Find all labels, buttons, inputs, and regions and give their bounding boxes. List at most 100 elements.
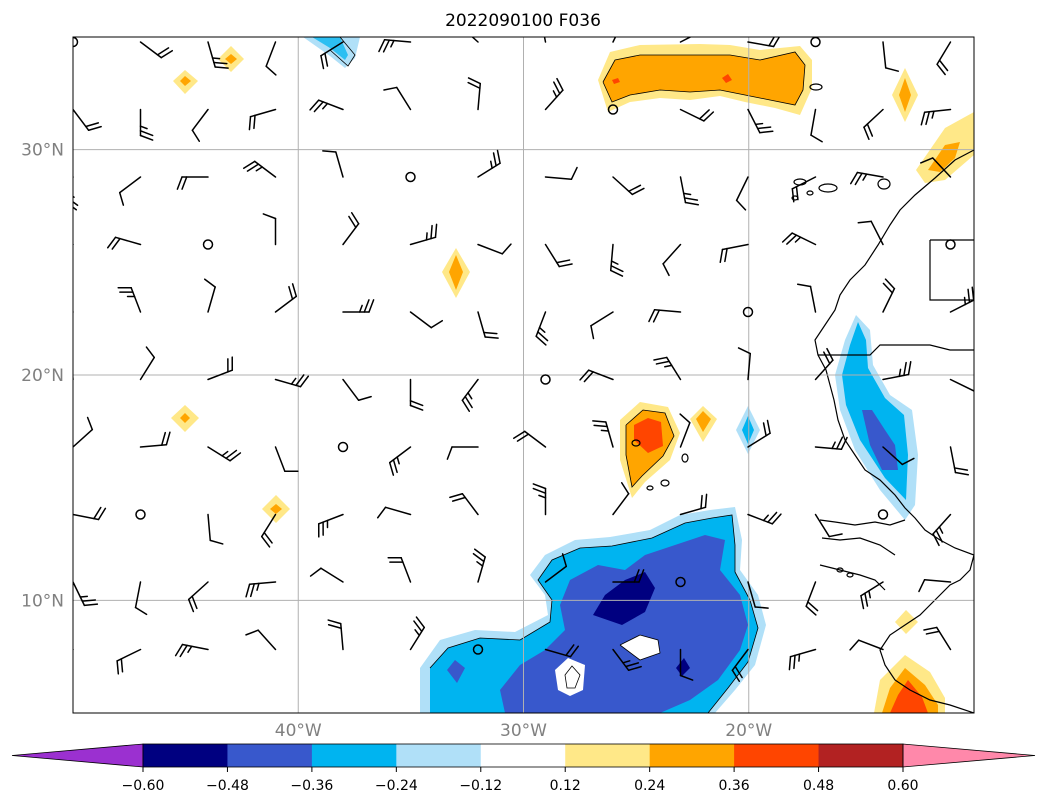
wind-barb: [747, 419, 771, 448]
wind-barb: [405, 171, 416, 183]
wind-barb: [735, 176, 749, 211]
wind-barb: [477, 311, 499, 339]
wind-barb: [309, 567, 344, 583]
lat-tick-label: 30°N: [21, 141, 64, 161]
wind-barb: [134, 581, 148, 616]
wind-barb: [207, 356, 234, 381]
colorbar-segment: [734, 744, 820, 767]
map-panel: [73, 37, 974, 713]
wind-barb: [679, 176, 700, 206]
wind-barb: [449, 492, 479, 516]
contour-fill-layer: [171, 37, 974, 713]
wind-barb: [936, 41, 952, 76]
calm-wind-circle: [73, 37, 79, 48]
calm-wind-circle: [675, 576, 686, 588]
wind-barb: [274, 283, 298, 313]
wind-barb: [747, 581, 769, 609]
wind-barb: [592, 420, 614, 448]
wind-barb: [679, 37, 692, 43]
colorbar-tick-label: −0.48: [206, 778, 249, 794]
wind-barb: [248, 108, 277, 131]
wind-barb: [719, 243, 749, 264]
wind-barb: [245, 629, 277, 651]
wind-barb: [612, 569, 645, 583]
wind-barb: [116, 648, 142, 675]
wind-barb: [409, 378, 424, 411]
wind-barb: [737, 347, 752, 381]
wind-barb: [679, 413, 691, 448]
wind-barb: [471, 37, 479, 43]
wind-barb: [202, 239, 214, 250]
wind-barb: [540, 374, 551, 385]
wind-barb: [849, 639, 884, 651]
wind-barb: [342, 378, 372, 402]
wind-barb: [342, 211, 360, 246]
wind-barb: [532, 483, 547, 516]
wind-barb: [882, 278, 896, 313]
wind-barb: [477, 149, 501, 178]
wind-barb: [262, 213, 277, 246]
wind-barb: [747, 511, 782, 525]
wind-barb: [607, 104, 619, 115]
wind-barb: [472, 548, 486, 583]
wind-barb: [662, 243, 682, 277]
wind-barb: [679, 108, 715, 122]
wind-barb: [106, 236, 142, 250]
wind-barb: [477, 243, 512, 255]
wind-barb: [139, 108, 154, 141]
colorbar-tick-label: −0.24: [375, 778, 418, 794]
island-layer: [631, 83, 891, 578]
wind-barb: [73, 581, 99, 607]
colorbar-segment: [227, 744, 313, 767]
wind-barb: [73, 311, 74, 313]
wind-barb: [176, 176, 209, 190]
lat-tick-label: 20°N: [21, 366, 64, 386]
contour-lines: [309, 37, 806, 713]
wind-barb: [135, 509, 146, 520]
calm-wind-circle: [742, 306, 754, 318]
wind-barb: [612, 37, 617, 43]
colorbar-tick-label: −0.36: [290, 778, 333, 794]
colorbar-tick-label: 0.12: [550, 778, 581, 794]
wind-barb: [383, 86, 412, 111]
wind-barb: [675, 576, 686, 588]
wind-barb: [949, 446, 970, 476]
wind-barb: [73, 37, 79, 48]
wind-barb: [590, 311, 614, 340]
calm-wind-circle: [202, 239, 214, 250]
wind-barb: [731, 648, 749, 683]
wind-barb: [747, 108, 774, 134]
wind-barb: [461, 378, 479, 413]
wind-barb: [337, 441, 349, 453]
wind-barb: [376, 506, 412, 519]
wind-barb: [796, 283, 817, 313]
wind-barb: [932, 513, 952, 547]
wind-barb: [810, 108, 823, 143]
wind-barb: [139, 346, 156, 381]
gridlines: [73, 37, 974, 713]
colorbar-segment: [311, 744, 397, 767]
wind-barb: [73, 648, 74, 652]
wind-barb: [260, 513, 277, 548]
wind-barb: [139, 431, 171, 448]
wind-barb: [309, 99, 344, 113]
colorbar-under-extend: [11, 743, 144, 768]
wind-barb: [204, 278, 216, 313]
calm-wind-circle: [405, 171, 416, 183]
calm-wind-circle: [877, 509, 889, 520]
colorbar-segment: [649, 744, 735, 767]
colorbar-tick-label: 0.24: [634, 778, 665, 794]
wind-barb: [409, 223, 438, 246]
calm-wind-circle: [945, 239, 956, 250]
wind-barb: [923, 626, 952, 651]
wind-barb: [73, 416, 94, 448]
wind-barb: [814, 436, 848, 451]
wind-barb: [544, 243, 573, 268]
wind-barb: [174, 643, 209, 658]
wind-barb: [857, 220, 884, 246]
wind-barb: [919, 157, 952, 178]
wind-barb: [612, 648, 642, 672]
lon-tick-label: 40°W: [275, 721, 322, 741]
calm-wind-circle: [540, 374, 551, 385]
coastline-layer: [814, 149, 974, 713]
